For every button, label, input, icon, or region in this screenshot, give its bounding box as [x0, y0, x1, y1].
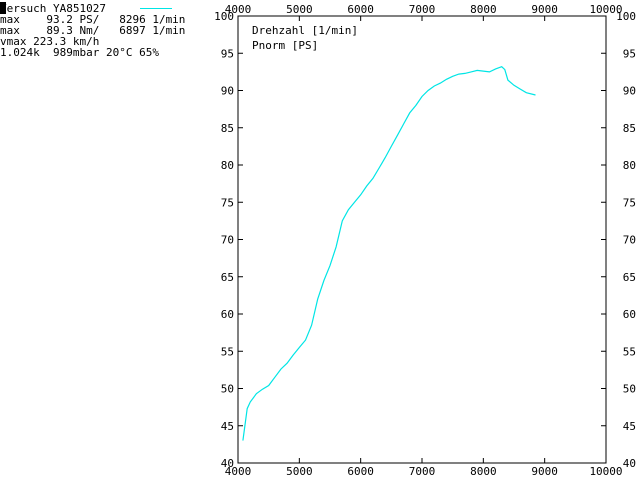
- max-power-line: max 93.2 PS/ 8296 1/min: [0, 13, 186, 26]
- y-axis-label: Pnorm [PS]: [252, 39, 318, 52]
- x-tick-label-top: 6000: [347, 3, 374, 16]
- y-tick-label-left: 75: [221, 196, 234, 209]
- y-tick-label-left: 45: [221, 420, 234, 433]
- y-tick-label-right: 80: [623, 159, 636, 172]
- y-tick-label-left: 60: [221, 308, 234, 321]
- y-tick-label-left: 95: [221, 47, 234, 60]
- x-tick-label-top: 5000: [286, 3, 313, 16]
- y-tick-label-left: 85: [221, 122, 234, 135]
- y-tick-label-right: 45: [623, 420, 636, 433]
- legend-swatch: [140, 8, 172, 9]
- y-tick-label-right: 75: [623, 196, 636, 209]
- y-tick-label-left: 90: [221, 85, 234, 98]
- y-tick-label-right: 40: [623, 457, 636, 470]
- x-tick-label-top: 8000: [470, 3, 497, 16]
- x-tick-label-bottom: 8000: [470, 465, 497, 478]
- y-axis-ticks: 40 40 45 45 50 50 55 55 60 60 65 65 70 70 75 75 80 80 85 85…: [214, 10, 636, 470]
- power-curve: [242, 66, 536, 441]
- y-tick-label-left: 40: [221, 457, 234, 470]
- x-tick-label-bottom: 10000: [589, 465, 622, 478]
- conditions-line: 1.024k 989mbar 20°C 65%: [0, 46, 159, 59]
- y-tick-label-right: 65: [623, 271, 636, 284]
- y-tick-label-right: 95: [623, 47, 636, 60]
- x-tick-label-bottom: 6000: [347, 465, 374, 478]
- text-cursor: [0, 2, 6, 14]
- y-tick-label-left: 80: [221, 159, 234, 172]
- y-tick-label-right: 70: [623, 234, 636, 247]
- max-torque-line: max 89.3 Nm/ 6897 1/min: [0, 24, 186, 37]
- series-layer: [242, 66, 536, 441]
- y-tick-label-right: 85: [623, 122, 636, 135]
- x-tick-label-bottom: 9000: [531, 465, 558, 478]
- x-tick-label-top: 7000: [409, 3, 436, 16]
- y-tick-label-left: 100: [214, 10, 234, 23]
- y-tick-label-right: 50: [623, 383, 636, 396]
- y-tick-label-right: 55: [623, 345, 636, 358]
- plot-frame: [237, 15, 607, 464]
- vmax-line: vmax 223.3 km/h: [0, 35, 100, 48]
- y-tick-label-left: 70: [221, 234, 234, 247]
- x-tick-label-top: 10000: [589, 3, 622, 16]
- x-axis-ticks: 4000 4000 5000 5000 6000 6000 7000 7000 8000 8000…: [225, 3, 623, 478]
- y-tick-label-left: 55: [221, 345, 234, 358]
- x-tick-label-bottom: 5000: [286, 465, 313, 478]
- x-tick-label-bottom: 4000: [225, 465, 252, 478]
- y-tick-label-right: 90: [623, 85, 636, 98]
- y-tick-label-right: 100: [616, 10, 636, 23]
- y-tick-label-left: 65: [221, 271, 234, 284]
- x-axis-label: Drehzahl [1/min]: [252, 24, 358, 37]
- test-name-label: Versuch YA851027: [0, 2, 106, 15]
- y-tick-label-right: 60: [623, 308, 636, 321]
- x-tick-label-bottom: 7000: [409, 465, 436, 478]
- x-tick-label-top: 4000: [225, 3, 252, 16]
- y-tick-label-left: 50: [221, 383, 234, 396]
- x-tick-label-top: 9000: [531, 3, 558, 16]
